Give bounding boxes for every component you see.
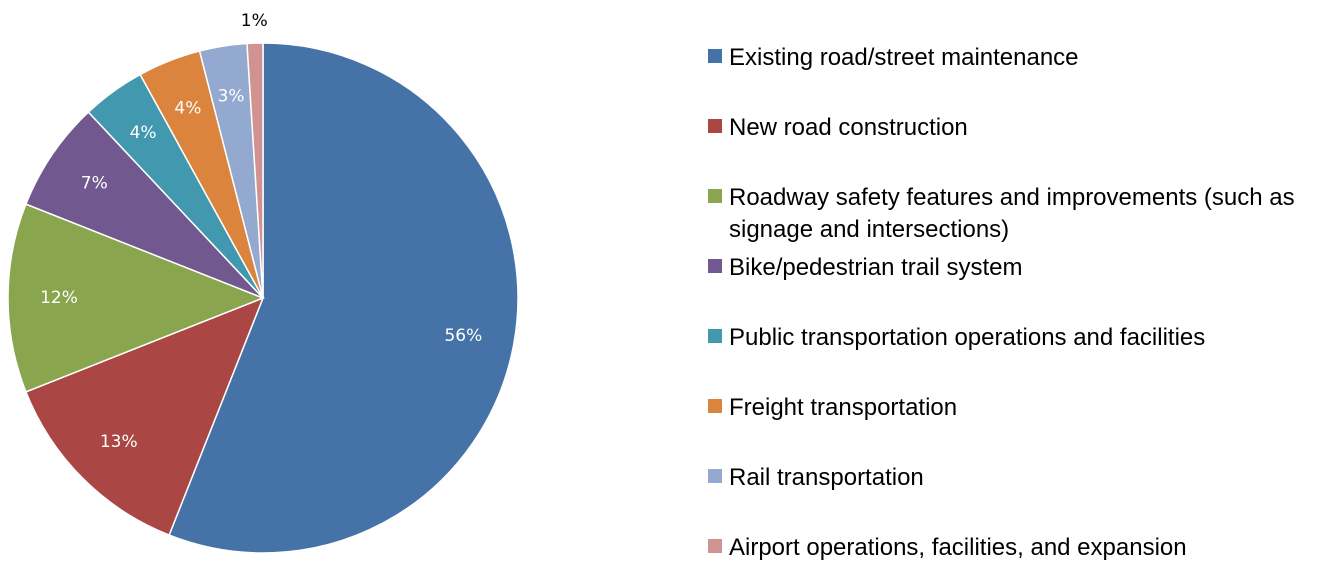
legend-swatch [708,329,722,343]
data-label: 4% [174,98,201,118]
legend-label: Rail transportation [729,464,924,491]
legend-label: Existing road/street maintenance [729,44,1079,71]
data-label: 4% [130,123,157,143]
legend-item: Bike/pedestrian trail system [708,252,1323,284]
pie-slice [246,42,264,299]
legend-swatch [708,259,722,273]
legend-item: Existing road/street maintenance [708,42,1323,74]
pie-slice [168,42,519,554]
legend-swatch [708,49,722,63]
legend-item: Rail transportation [708,462,1323,494]
legend-item: Roadway safety features and improvements… [708,182,1323,246]
legend-item: Public transportation operations and fac… [708,322,1323,354]
legend-item: Airport operations, facilities, and expa… [708,532,1323,564]
data-label: 3% [218,87,245,107]
data-label: 13% [100,432,138,452]
legend-swatch [708,469,722,483]
legend-label: Freight transportation [729,394,958,421]
legend-swatch [708,539,722,553]
legend-swatch [708,399,722,413]
legend-swatch [708,119,722,133]
data-label: 56% [444,326,482,346]
legend-label: Airport operations, facilities, and expa… [729,534,1187,561]
data-label: 7% [81,173,108,193]
data-label: 12% [40,288,78,308]
pie-slice [24,296,265,537]
data-label: 1% [241,11,268,31]
legend-item: Freight transportation [708,392,1323,424]
pie-slice [7,203,266,393]
legend-swatch [708,189,722,203]
legend-item: New road construction [708,112,1323,144]
legend-label: Public transportation operations and fac… [729,324,1206,351]
legend-label: Bike/pedestrian trail system [729,254,1023,281]
legend-label: New road construction [729,114,968,141]
chart: 56% 13% 12% 7% 4% 4% 3% 1% [7,11,519,554]
pie-slice [24,111,264,299]
legend-label: Roadway safety features and improvements… [729,184,1295,243]
